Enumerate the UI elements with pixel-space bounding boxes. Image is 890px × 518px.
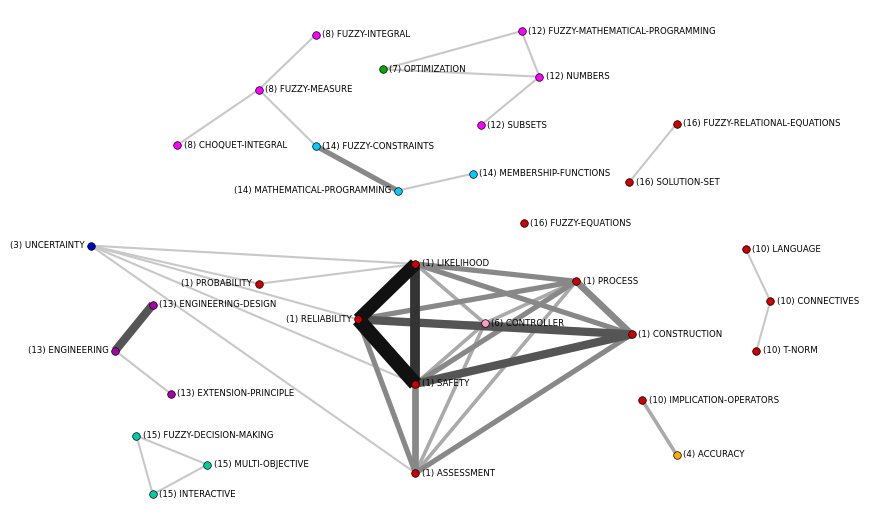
- Text: (8) FUZZY-INTEGRAL: (8) FUZZY-INTEGRAL: [322, 30, 410, 39]
- Text: (16) SOLUTION-SET: (16) SOLUTION-SET: [635, 178, 719, 186]
- Text: (15) MULTI-OBJECTIVE: (15) MULTI-OBJECTIVE: [214, 460, 309, 469]
- Text: (1) CONSTRUCTION: (1) CONSTRUCTION: [638, 330, 723, 339]
- Text: (16) FUZZY-EQUATIONS: (16) FUZZY-EQUATIONS: [530, 219, 632, 228]
- Text: (1) ASSESSMENT: (1) ASSESSMENT: [422, 468, 495, 478]
- Text: (12) SUBSETS: (12) SUBSETS: [487, 121, 547, 130]
- Text: (1) PROCESS: (1) PROCESS: [583, 277, 638, 286]
- Point: [164, 390, 178, 398]
- Point: [517, 219, 531, 227]
- Point: [622, 178, 636, 186]
- Point: [465, 170, 480, 178]
- Point: [625, 330, 639, 338]
- Text: (4) ACCURACY: (4) ACCURACY: [683, 450, 745, 459]
- Text: (10) CONNECTIVES: (10) CONNECTIVES: [777, 297, 859, 306]
- Point: [749, 347, 764, 355]
- Point: [84, 241, 98, 250]
- Text: (1) RELIABILITY: (1) RELIABILITY: [286, 315, 352, 324]
- Text: (16) FUZZY-RELATIONAL-EQUATIONS: (16) FUZZY-RELATIONAL-EQUATIONS: [683, 119, 840, 128]
- Text: (10) T-NORM: (10) T-NORM: [763, 346, 818, 355]
- Text: (14) FUZZY-CONSTRAINTS: (14) FUZZY-CONSTRAINTS: [322, 141, 434, 151]
- Text: (13) EXTENSION-PRINCIPLE: (13) EXTENSION-PRINCIPLE: [177, 389, 295, 398]
- Point: [309, 31, 323, 39]
- Text: (12) NUMBERS: (12) NUMBERS: [546, 72, 610, 81]
- Point: [532, 73, 546, 81]
- Text: (1) LIKELIHOOD: (1) LIKELIHOOD: [422, 260, 490, 268]
- Text: (12) FUZZY-MATHEMATICAL-PROGRAMMING: (12) FUZZY-MATHEMATICAL-PROGRAMMING: [528, 26, 716, 36]
- Text: (1) SAFETY: (1) SAFETY: [422, 379, 469, 388]
- Text: (14) MEMBERSHIP-FUNCTIONS: (14) MEMBERSHIP-FUNCTIONS: [479, 169, 611, 178]
- Point: [739, 245, 753, 253]
- Point: [146, 300, 160, 309]
- Text: (15) INTERACTIVE: (15) INTERACTIVE: [159, 490, 236, 499]
- Text: (15) FUZZY-DECISION-MAKING: (15) FUZZY-DECISION-MAKING: [143, 431, 273, 440]
- Text: (14) MATHEMATICAL-PROGRAMMING: (14) MATHEMATICAL-PROGRAMMING: [233, 186, 391, 195]
- Point: [409, 380, 423, 388]
- Point: [200, 461, 214, 469]
- Point: [669, 451, 684, 459]
- Text: (3) UNCERTAINTY: (3) UNCERTAINTY: [10, 241, 85, 250]
- Point: [252, 85, 266, 94]
- Point: [252, 280, 266, 288]
- Point: [764, 297, 778, 305]
- Point: [569, 277, 583, 285]
- Text: (10) LANGUAGE: (10) LANGUAGE: [752, 244, 821, 254]
- Point: [352, 315, 366, 324]
- Point: [376, 65, 390, 74]
- Point: [146, 490, 160, 498]
- Point: [478, 319, 492, 327]
- Point: [170, 141, 184, 149]
- Text: (6) CONTROLLER: (6) CONTROLLER: [491, 319, 564, 328]
- Text: (8) CHOQUET-INTEGRAL: (8) CHOQUET-INTEGRAL: [183, 140, 287, 150]
- Point: [635, 396, 650, 405]
- Point: [473, 121, 488, 130]
- Text: (13) ENGINEERING-DESIGN: (13) ENGINEERING-DESIGN: [159, 300, 277, 309]
- Point: [391, 186, 405, 195]
- Point: [669, 120, 684, 128]
- Point: [514, 27, 529, 35]
- Point: [409, 260, 423, 268]
- Point: [108, 347, 122, 355]
- Text: (8) FUZZY-MEASURE: (8) FUZZY-MEASURE: [265, 85, 352, 94]
- Text: (1) PROBABILITY: (1) PROBABILITY: [182, 279, 252, 289]
- Text: (10) IMPLICATION-OPERATORS: (10) IMPLICATION-OPERATORS: [649, 396, 779, 405]
- Text: (13) ENGINEERING: (13) ENGINEERING: [28, 346, 109, 355]
- Point: [309, 142, 323, 150]
- Point: [409, 469, 423, 477]
- Text: (7) OPTIMIZATION: (7) OPTIMIZATION: [389, 65, 466, 74]
- Point: [129, 431, 143, 440]
